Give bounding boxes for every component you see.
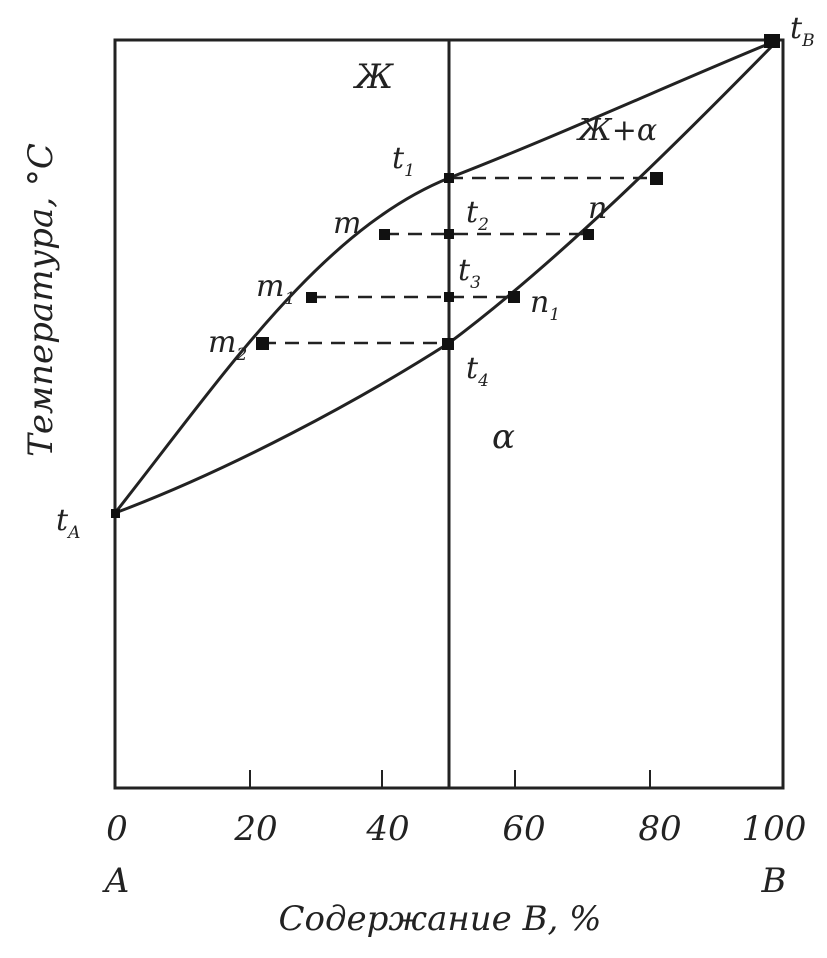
x-tick-label-80: 80 — [638, 809, 681, 849]
solidus-curve — [114, 38, 780, 515]
point-t2 — [444, 229, 454, 239]
x-tick-label-20: 20 — [233, 809, 277, 849]
label-t2: t2 — [466, 195, 489, 235]
point-t1 — [444, 173, 454, 183]
point-m2 — [256, 337, 269, 350]
x-axis-label: Содержание B, % — [279, 899, 602, 939]
x-tick-label-60: 60 — [502, 809, 545, 849]
label-m2: m2 — [208, 325, 247, 365]
region-liquid-label: Ж — [352, 57, 394, 97]
point-t4 — [442, 338, 454, 350]
y-axis-label: Температура, °С — [21, 143, 61, 457]
point-t-a — [111, 509, 120, 518]
region-two-phase-label: Ж+α — [576, 113, 657, 148]
label-t4: t4 — [466, 351, 489, 391]
label-t-b: tB — [790, 11, 815, 51]
component-a-label: A — [102, 861, 130, 901]
label-t1: t1 — [392, 141, 415, 181]
label-n1: n1 — [530, 285, 560, 325]
point-m1 — [306, 292, 317, 303]
point-n1 — [508, 291, 520, 303]
label-m: m — [333, 206, 361, 241]
label-n: n — [588, 191, 607, 226]
point-n — [583, 229, 594, 240]
component-b-label: B — [761, 861, 787, 901]
region-solid-label: α — [492, 417, 515, 457]
x-tick-label-40: 40 — [365, 809, 409, 849]
point-t3 — [444, 292, 454, 302]
liquidus-curve — [113, 38, 779, 514]
x-tick-label-0: 0 — [106, 809, 128, 849]
label-t-a: tA — [56, 503, 80, 543]
label-m1: m1 — [256, 269, 295, 309]
label-t3: t3 — [458, 253, 481, 293]
point-t1-right — [650, 172, 663, 185]
point-t-b — [764, 34, 780, 48]
point-m — [379, 229, 390, 240]
x-tick-label-100: 100 — [742, 809, 807, 849]
